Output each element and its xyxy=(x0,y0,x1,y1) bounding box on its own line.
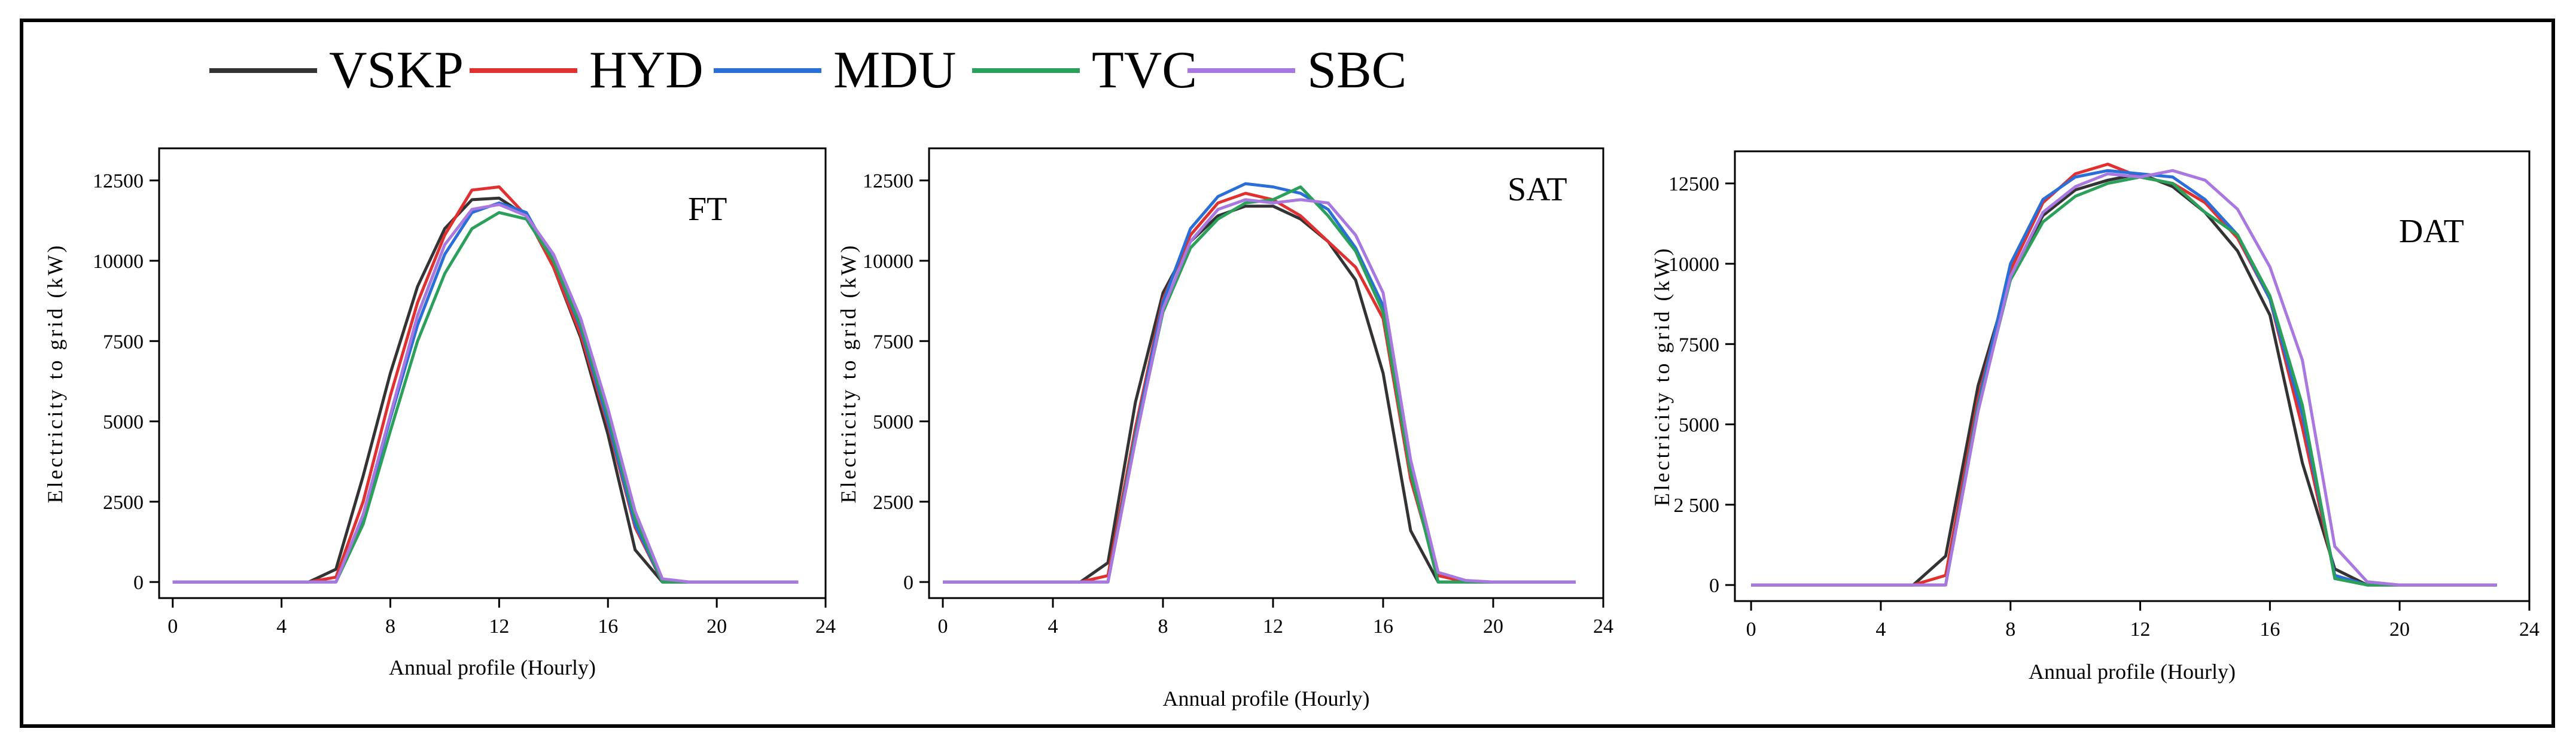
figure-border xyxy=(20,19,2555,728)
y-tick-label: 5000 xyxy=(873,411,914,434)
series-line-tvc xyxy=(943,185,1576,584)
x-tick-label: 24 xyxy=(1593,615,1613,638)
x-tick-label: 20 xyxy=(1483,615,1503,638)
y-tick-label: 10000 xyxy=(863,251,914,273)
y-tick-label: 5000 xyxy=(103,411,144,434)
x-tick-label: 8 xyxy=(1158,615,1168,638)
x-tick-label: 4 xyxy=(276,615,287,638)
y-tick-label: 12500 xyxy=(93,170,144,193)
series-line-vskp xyxy=(943,205,1576,584)
y-tick-label: 12500 xyxy=(1668,173,1719,196)
y-axis-label: Electricity to grid (kW) xyxy=(836,243,860,504)
legend-label-sbc: SBC xyxy=(1307,41,1406,99)
series-line-vskp xyxy=(1751,172,2497,587)
chart-panels: 0 4 8 12 16 20 24 0 2500 5000 7500 10000 12500 FT Annu… xyxy=(43,147,2540,711)
x-tick-label: 16 xyxy=(1373,615,1393,638)
x-tick-label: 20 xyxy=(2389,618,2410,641)
legend: VSKP HYD MDU TVC SBC xyxy=(209,41,1406,99)
chart-panel-ft: 0 4 8 12 16 20 24 0 2500 5000 7500 10000 12500 FT Annu… xyxy=(43,147,836,679)
y-tick-label: 0 xyxy=(133,572,144,594)
series-line-tvc xyxy=(172,211,799,584)
y-tick-label: 7500 xyxy=(103,331,144,353)
x-tick-label: 12 xyxy=(2130,618,2151,641)
x-tick-label: 8 xyxy=(2005,618,2015,641)
legend-label-hyd: HYD xyxy=(589,41,704,99)
x-tick-label: 0 xyxy=(168,615,178,638)
series-line-vskp xyxy=(172,196,799,584)
panel-title: FT xyxy=(688,191,727,228)
legend-label-vskp: VSKP xyxy=(329,41,464,99)
x-tick-label: 16 xyxy=(2260,618,2280,641)
plot-frame xyxy=(1734,150,2531,602)
plot-frame xyxy=(928,147,1604,599)
series-line-sbc xyxy=(1751,169,2497,587)
series-line-hyd xyxy=(172,185,799,584)
series-line-hyd xyxy=(943,191,1576,584)
panel-title: DAT xyxy=(2399,213,2464,250)
x-tick-label: 12 xyxy=(1263,615,1283,638)
y-tick-label: 5000 xyxy=(1679,414,1719,437)
y-tick-label: 0 xyxy=(1709,575,1719,597)
y-tick-label: 7500 xyxy=(873,331,914,353)
series-line-sbc xyxy=(943,198,1576,584)
x-tick-label: 12 xyxy=(489,615,509,638)
x-tick-label: 8 xyxy=(385,615,395,638)
y-tick-label: 2 500 xyxy=(1674,495,1720,517)
x-tick-label: 24 xyxy=(815,615,836,638)
chart-panel-sat: 0 4 8 12 16 20 24 0 2500 5000 7500 10000 12500 SAT Ann… xyxy=(836,147,1613,711)
series-line-tvc xyxy=(1751,175,2497,587)
y-tick-label: 0 xyxy=(903,572,914,594)
x-tick-label: 0 xyxy=(1746,618,1756,641)
series-line-sbc xyxy=(172,203,799,584)
x-tick-label: 4 xyxy=(1048,615,1058,638)
x-axis-label: Annual profile (Hourly) xyxy=(389,655,596,679)
series-line-mdu xyxy=(172,201,799,584)
y-tick-label: 12500 xyxy=(863,170,914,193)
y-tick-label: 10000 xyxy=(1668,254,1719,276)
y-axis-label: Electricity to grid (kW) xyxy=(43,243,67,504)
y-tick-label: 7500 xyxy=(1679,334,1719,356)
x-tick-label: 16 xyxy=(598,615,618,638)
y-tick-label: 2500 xyxy=(873,492,914,514)
y-tick-label: 10000 xyxy=(93,251,144,273)
x-tick-label: 4 xyxy=(1875,618,1886,641)
series-line-mdu xyxy=(943,182,1576,584)
panel-title: SAT xyxy=(1508,171,1567,208)
y-axis-label: Electricity to grid (kW) xyxy=(1650,246,1674,507)
series-line-hyd xyxy=(1751,163,2497,587)
plot-frame xyxy=(158,147,827,599)
x-axis-label: Annual profile (Hourly) xyxy=(1163,687,1370,711)
x-tick-label: 20 xyxy=(707,615,727,638)
series-line-mdu xyxy=(1751,169,2497,587)
x-axis-label: Annual profile (Hourly) xyxy=(2029,660,2236,684)
legend-label-mdu: MDU xyxy=(833,41,956,99)
legend-label-tvc: TVC xyxy=(1092,41,1197,99)
y-tick-label: 2500 xyxy=(103,492,144,514)
x-tick-label: 24 xyxy=(2519,618,2540,641)
x-tick-label: 0 xyxy=(938,615,948,638)
